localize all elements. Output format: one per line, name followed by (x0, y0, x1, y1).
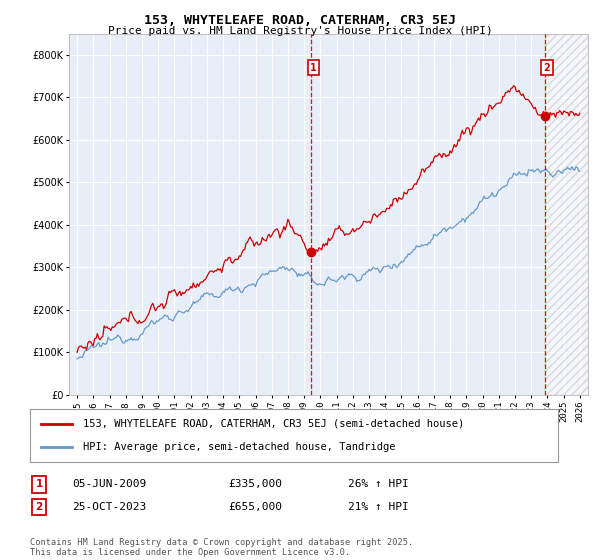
Text: 26% ↑ HPI: 26% ↑ HPI (348, 479, 409, 489)
Text: 153, WHYTELEAFE ROAD, CATERHAM, CR3 5EJ (semi-detached house): 153, WHYTELEAFE ROAD, CATERHAM, CR3 5EJ … (83, 419, 464, 429)
Text: Contains HM Land Registry data © Crown copyright and database right 2025.
This d: Contains HM Land Registry data © Crown c… (30, 538, 413, 557)
Text: Price paid vs. HM Land Registry's House Price Index (HPI): Price paid vs. HM Land Registry's House … (107, 26, 493, 36)
Text: 05-JUN-2009: 05-JUN-2009 (72, 479, 146, 489)
Text: 1: 1 (310, 63, 317, 73)
Text: £335,000: £335,000 (228, 479, 282, 489)
Text: 2: 2 (544, 63, 550, 73)
Text: HPI: Average price, semi-detached house, Tandridge: HPI: Average price, semi-detached house,… (83, 442, 395, 452)
Text: 2: 2 (35, 502, 43, 512)
Text: 1: 1 (35, 479, 43, 489)
Text: 25-OCT-2023: 25-OCT-2023 (72, 502, 146, 512)
Text: £655,000: £655,000 (228, 502, 282, 512)
Bar (545, 34, 588, 395)
Text: 153, WHYTELEAFE ROAD, CATERHAM, CR3 5EJ: 153, WHYTELEAFE ROAD, CATERHAM, CR3 5EJ (144, 14, 456, 27)
Text: 21% ↑ HPI: 21% ↑ HPI (348, 502, 409, 512)
